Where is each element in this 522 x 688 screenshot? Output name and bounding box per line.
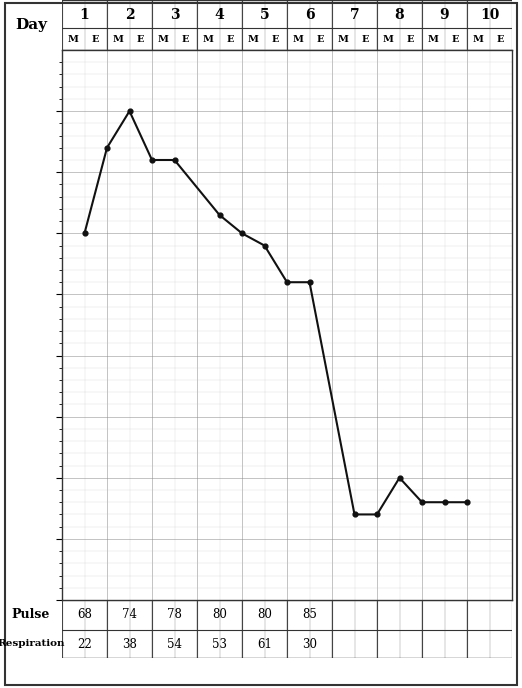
- Point: [305, 277, 314, 288]
- Text: 38: 38: [122, 638, 137, 650]
- Text: 8: 8: [395, 8, 405, 22]
- Text: 30: 30: [302, 638, 317, 650]
- Text: M: M: [248, 36, 259, 45]
- Text: M: M: [428, 36, 438, 45]
- Text: 80: 80: [212, 608, 227, 621]
- Point: [215, 209, 223, 220]
- Point: [441, 497, 449, 508]
- Point: [170, 155, 179, 166]
- Text: E: E: [497, 36, 504, 45]
- Text: Pulse: Pulse: [12, 608, 50, 621]
- Text: M: M: [158, 36, 169, 45]
- Text: E: E: [137, 36, 145, 45]
- Text: 68: 68: [77, 608, 92, 621]
- Text: 4: 4: [215, 8, 224, 22]
- Text: 9: 9: [440, 8, 449, 22]
- Text: 22: 22: [77, 638, 92, 650]
- Point: [103, 142, 111, 153]
- Point: [418, 497, 426, 508]
- Text: 80: 80: [257, 608, 272, 621]
- Text: E: E: [227, 36, 234, 45]
- Point: [260, 240, 269, 251]
- Text: M: M: [383, 36, 394, 45]
- Text: M: M: [473, 36, 484, 45]
- Point: [350, 509, 359, 520]
- Text: 5: 5: [259, 8, 269, 22]
- Text: E: E: [407, 36, 414, 45]
- Text: 2: 2: [125, 8, 134, 22]
- Text: E: E: [92, 36, 100, 45]
- Text: M: M: [203, 36, 213, 45]
- Text: E: E: [362, 36, 370, 45]
- Text: Day: Day: [15, 18, 47, 32]
- Text: M: M: [68, 36, 79, 45]
- Text: 54: 54: [167, 638, 182, 650]
- Text: 85: 85: [302, 608, 317, 621]
- Text: M: M: [338, 36, 349, 45]
- Point: [80, 228, 89, 239]
- Point: [463, 497, 471, 508]
- Text: E: E: [317, 36, 325, 45]
- Text: 1: 1: [80, 8, 89, 22]
- Text: E: E: [452, 36, 459, 45]
- Text: Respiration: Respiration: [0, 640, 65, 649]
- Text: 10: 10: [480, 8, 499, 22]
- Point: [373, 509, 381, 520]
- Point: [148, 155, 156, 166]
- Point: [283, 277, 291, 288]
- Text: 61: 61: [257, 638, 272, 650]
- Text: M: M: [293, 36, 304, 45]
- Text: 74: 74: [122, 608, 137, 621]
- Text: 3: 3: [170, 8, 180, 22]
- Point: [395, 472, 404, 483]
- Text: 6: 6: [305, 8, 314, 22]
- Text: E: E: [272, 36, 279, 45]
- Text: E: E: [182, 36, 189, 45]
- Text: 78: 78: [167, 608, 182, 621]
- Point: [125, 105, 134, 116]
- Text: 7: 7: [350, 8, 359, 22]
- Text: M: M: [113, 36, 124, 45]
- Point: [238, 228, 246, 239]
- Text: 53: 53: [212, 638, 227, 650]
